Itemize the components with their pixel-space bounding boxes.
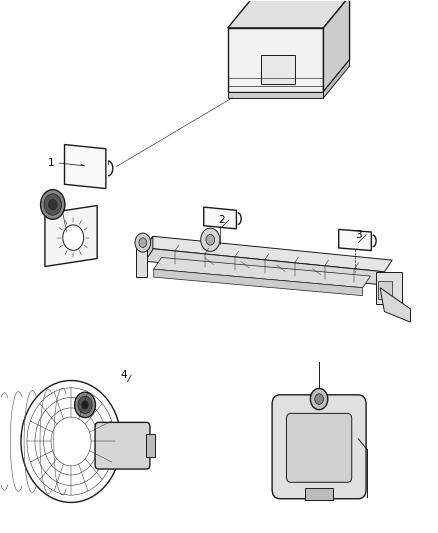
Polygon shape — [145, 248, 385, 285]
Circle shape — [41, 190, 65, 219]
Circle shape — [135, 233, 151, 252]
Polygon shape — [154, 257, 371, 288]
FancyBboxPatch shape — [272, 395, 366, 499]
Polygon shape — [154, 269, 363, 296]
Text: 2: 2 — [218, 215, 225, 225]
Circle shape — [201, 228, 220, 252]
Polygon shape — [323, 0, 350, 92]
Polygon shape — [339, 229, 371, 251]
Circle shape — [49, 199, 57, 209]
Circle shape — [206, 235, 215, 245]
Circle shape — [315, 394, 323, 405]
Polygon shape — [380, 288, 410, 322]
Bar — [146, 434, 155, 457]
Circle shape — [82, 401, 88, 409]
Circle shape — [63, 225, 84, 251]
Text: 4: 4 — [120, 370, 127, 380]
Polygon shape — [228, 0, 350, 28]
Polygon shape — [64, 144, 106, 189]
Bar — [376, 272, 402, 304]
Polygon shape — [323, 60, 350, 98]
Polygon shape — [204, 207, 237, 229]
Circle shape — [44, 194, 61, 215]
Polygon shape — [145, 236, 392, 272]
Text: 3: 3 — [355, 230, 362, 240]
Text: 1: 1 — [48, 158, 55, 168]
Circle shape — [74, 392, 95, 418]
Polygon shape — [228, 92, 323, 98]
Bar — [305, 488, 333, 500]
Circle shape — [78, 396, 92, 414]
Circle shape — [139, 238, 147, 247]
Bar — [261, 55, 295, 84]
Polygon shape — [228, 28, 323, 92]
Circle shape — [21, 381, 121, 503]
FancyBboxPatch shape — [286, 414, 352, 482]
Bar — [378, 281, 392, 300]
Polygon shape — [145, 236, 153, 261]
Circle shape — [311, 389, 328, 410]
Bar — [136, 237, 147, 277]
FancyBboxPatch shape — [95, 422, 150, 469]
Polygon shape — [45, 206, 97, 266]
